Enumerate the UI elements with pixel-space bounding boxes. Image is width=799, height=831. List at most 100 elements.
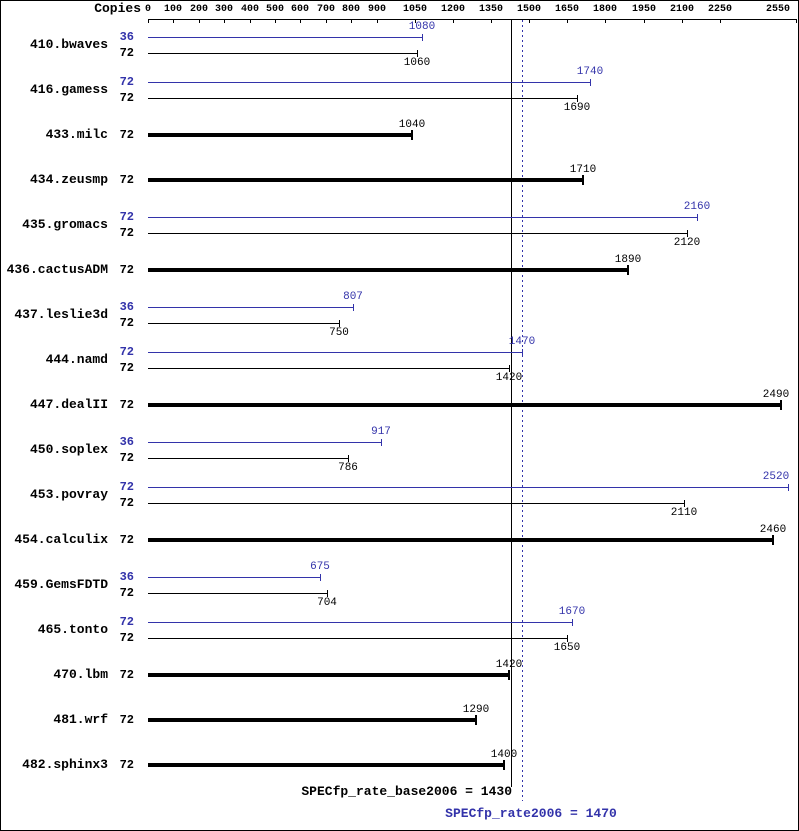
bar-end-tick <box>503 760 505 770</box>
bar-end-tick <box>327 590 328 597</box>
bar-peak <box>148 82 590 83</box>
bar-end-tick <box>381 439 382 446</box>
bar-base <box>148 233 687 234</box>
bar-end-tick <box>522 349 523 356</box>
axis-tick-label: 500 <box>265 4 284 15</box>
axis-tick-label: 700 <box>316 4 335 15</box>
bar-value-label: 1080 <box>408 21 436 33</box>
bar-end-tick <box>684 500 685 507</box>
bar-peak <box>148 37 422 38</box>
bar-end-tick <box>788 484 789 491</box>
copies-value: 72 <box>119 713 134 727</box>
benchmark-name: 470.lbm <box>53 667 108 682</box>
bar-base <box>148 538 773 542</box>
bar-end-tick <box>339 320 340 327</box>
bar-end-tick <box>509 365 510 372</box>
bar-base <box>148 53 417 54</box>
bar-peak <box>148 487 788 488</box>
bar-value-label: 807 <box>343 291 363 303</box>
bar-base <box>148 178 583 182</box>
bar-value-label: 917 <box>371 426 391 438</box>
copies-value: 72 <box>119 586 134 600</box>
axis-tick-label: 600 <box>290 4 309 15</box>
axis-tick <box>377 20 378 23</box>
copies-value: 36 <box>119 30 134 44</box>
bar-value-label: 2460 <box>759 524 787 536</box>
benchmark-name: 410.bwaves <box>29 37 108 52</box>
axis-tick-label: 900 <box>367 4 386 15</box>
axis-tick <box>644 20 645 23</box>
bar-value-label: 1670 <box>558 606 586 618</box>
bar-end-tick <box>627 265 629 275</box>
bar-value-label: 786 <box>338 462 358 474</box>
axis-tick <box>567 20 568 23</box>
axis-tick <box>605 20 606 23</box>
copies-value: 36 <box>119 300 134 314</box>
axis-tick <box>682 20 683 23</box>
axis-tick <box>351 20 352 23</box>
copies-value: 72 <box>119 226 134 240</box>
axis-tick <box>300 20 301 23</box>
bar-end-tick <box>348 455 349 462</box>
bar-base <box>148 98 577 99</box>
bar-peak <box>148 307 353 308</box>
benchmark-name: 450.soplex <box>29 442 108 457</box>
bar-peak <box>148 577 320 578</box>
axis-tick <box>275 20 276 23</box>
peak-result-label: SPECfp_rate2006 = 1470 <box>445 806 617 821</box>
axis-tick-label: 400 <box>240 4 259 15</box>
bar-value-label: 1740 <box>576 66 604 78</box>
copies-value: 72 <box>119 128 134 142</box>
bar-end-tick <box>780 400 782 410</box>
copies-value: 72 <box>119 398 134 412</box>
bar-end-tick <box>475 715 477 725</box>
copies-value: 72 <box>119 91 134 105</box>
bar-end-tick <box>567 635 568 642</box>
axis-tick <box>326 20 327 23</box>
axis-tick <box>529 20 530 23</box>
bar-base <box>148 673 509 677</box>
bar-peak <box>148 622 572 623</box>
axis-tick-label: 1650 <box>554 4 579 15</box>
bar-end-tick <box>697 214 698 221</box>
benchmark-name: 453.povray <box>29 487 108 502</box>
bar-end-tick <box>772 535 774 545</box>
bar-value-label: 1690 <box>563 102 591 114</box>
bar-value-label: 2520 <box>762 471 790 483</box>
axis-tick <box>491 20 492 23</box>
bar-value-label: 2490 <box>762 389 790 401</box>
bar-value-label: 1420 <box>495 659 523 671</box>
copies-value: 72 <box>119 263 134 277</box>
axis-tick-label: 1200 <box>440 4 465 15</box>
benchmark-name: 454.calculix <box>14 532 108 547</box>
bar-end-tick <box>687 230 688 237</box>
axis-tick-label: 0 <box>144 4 151 15</box>
bar-value-label: 1400 <box>490 749 518 761</box>
bar-peak <box>148 217 697 218</box>
axis-tick <box>796 20 797 23</box>
bar-base <box>148 133 412 137</box>
benchmark-name: 435.gromacs <box>22 217 108 232</box>
axis-tick <box>453 20 454 23</box>
copies-value: 72 <box>119 451 134 465</box>
copies-column-header: Copies <box>94 1 141 16</box>
axis-tick-label: 300 <box>214 4 233 15</box>
copies-value: 72 <box>119 46 134 60</box>
bar-base <box>148 368 509 369</box>
copies-value: 72 <box>119 533 134 547</box>
bar-value-label: 2160 <box>683 201 711 213</box>
benchmark-name: 447.dealII <box>29 397 108 412</box>
benchmark-name: 444.namd <box>45 352 108 367</box>
base-result-label: SPECfp_rate_base2006 = 1430 <box>301 784 512 799</box>
copies-value: 36 <box>119 435 134 449</box>
benchmark-name: 416.gamess <box>29 82 108 97</box>
copies-value: 72 <box>119 668 134 682</box>
bar-value-label: 704 <box>317 597 337 609</box>
axis-line <box>148 19 797 20</box>
axis-tick-label: 800 <box>341 4 360 15</box>
bar-peak <box>148 442 381 443</box>
bar-value-label: 1650 <box>553 642 581 654</box>
axis-tick <box>148 20 149 23</box>
bar-value-label: 1470 <box>508 336 536 348</box>
axis-tick <box>199 20 200 23</box>
